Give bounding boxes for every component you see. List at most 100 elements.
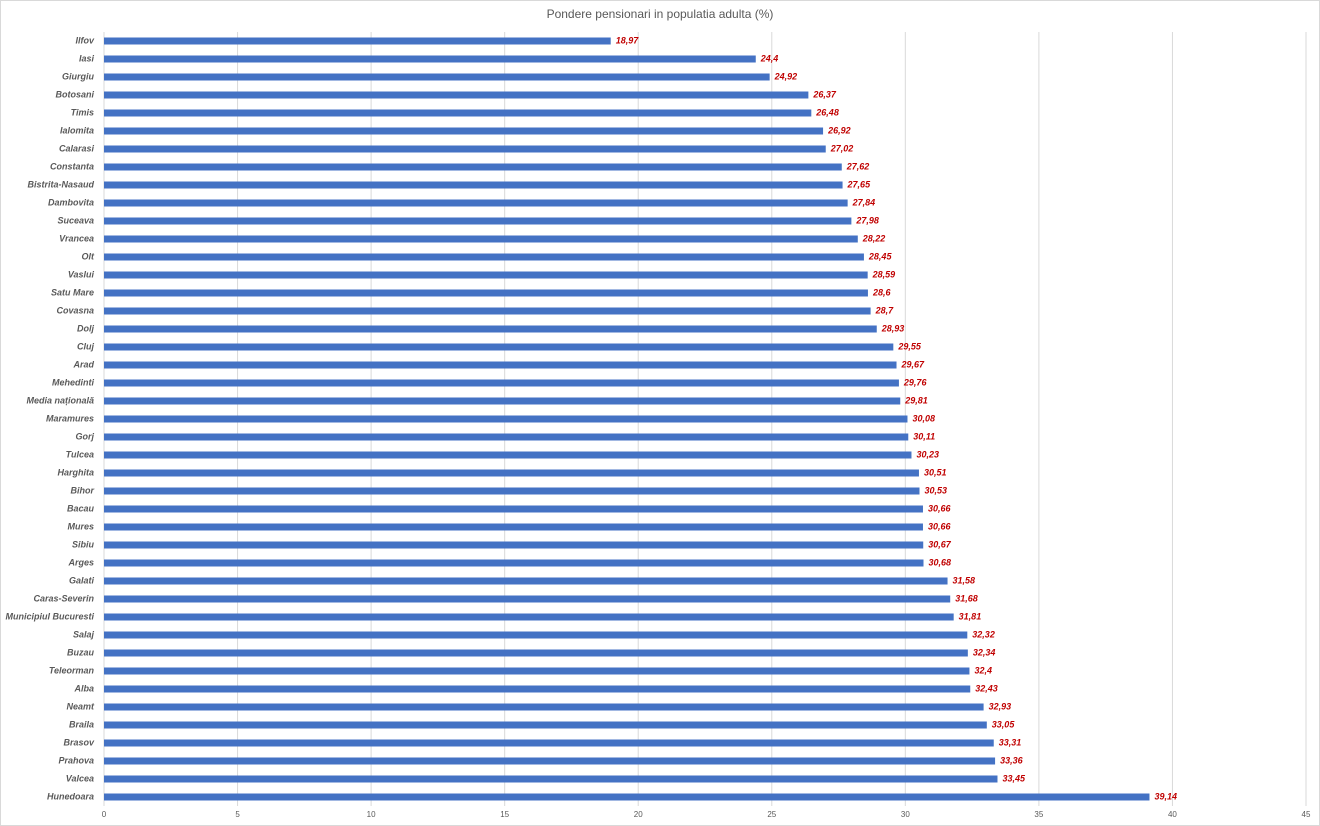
y-tick-label: Vaslui	[68, 269, 95, 279]
y-tick-label: Cluj	[77, 341, 94, 351]
data-label: 32,34	[973, 647, 996, 657]
data-label: 28,7	[875, 305, 895, 315]
data-label: 29,76	[903, 377, 928, 387]
bar	[104, 487, 920, 495]
bar	[104, 703, 984, 711]
bar	[104, 415, 908, 423]
data-label: 18,97	[616, 35, 640, 45]
y-tick-label: Prahova	[58, 755, 94, 765]
bar	[104, 145, 826, 153]
bar	[104, 667, 970, 675]
data-label: 28,93	[881, 323, 905, 333]
y-tick-label: Dambovita	[48, 197, 94, 207]
y-tick-label: Valcea	[66, 773, 94, 783]
y-tick-label: Bacau	[67, 503, 95, 513]
bar	[104, 325, 877, 333]
bar	[104, 613, 954, 621]
y-tick-label: Neamt	[66, 701, 95, 711]
y-tick-label: Teleorman	[49, 665, 95, 675]
data-label: 32,93	[989, 701, 1012, 711]
y-tick-label: Calarasi	[59, 143, 95, 153]
data-label: 30,11	[913, 431, 935, 441]
y-tick-label: Gorj	[75, 431, 94, 441]
y-tick-label: Timis	[71, 107, 94, 117]
data-label: 28,45	[868, 251, 893, 261]
bar	[104, 199, 848, 207]
bar	[104, 739, 994, 747]
data-label: 39,14	[1154, 791, 1177, 801]
bar	[104, 73, 770, 81]
y-tick-label: Bihor	[71, 485, 95, 495]
data-label: 26,48	[815, 107, 839, 117]
y-tick-label: Constanta	[50, 161, 94, 171]
bar	[104, 361, 897, 369]
data-label: 29,55	[897, 341, 922, 351]
y-tick-label: Municipiul Bucuresti	[5, 611, 94, 621]
y-tick-label: Botosani	[55, 89, 94, 99]
y-tick-label: Brasov	[63, 737, 95, 747]
x-tick-label: 30	[901, 810, 910, 819]
data-label: 30,53	[924, 485, 947, 495]
x-tick-label: 5	[235, 810, 240, 819]
chart-title: Pondere pensionari in populatia adulta (…	[547, 7, 774, 21]
bar	[104, 343, 894, 351]
y-tick-label: Covasna	[56, 305, 94, 315]
data-label: 33,05	[992, 719, 1016, 729]
y-tick-label: Harghita	[57, 467, 94, 477]
data-label: 33,36	[1000, 755, 1024, 765]
x-tick-label: 15	[500, 810, 509, 819]
bar	[104, 595, 951, 603]
y-tick-label: Sibiu	[72, 539, 95, 549]
data-label: 26,92	[827, 125, 851, 135]
data-label: 33,45	[1002, 773, 1026, 783]
bar	[104, 307, 871, 315]
x-tick-label: 20	[634, 810, 643, 819]
data-label: 24,4	[760, 53, 779, 63]
x-tick-label: 0	[102, 810, 107, 819]
bar	[104, 253, 864, 261]
bar	[104, 37, 611, 45]
data-label: 30,68	[928, 557, 951, 567]
x-tick-label: 10	[367, 810, 376, 819]
data-label: 30,66	[928, 521, 952, 531]
y-tick-label: Iasi	[79, 53, 95, 63]
y-tick-label: Media națională	[26, 395, 94, 405]
bar	[104, 577, 948, 585]
bar	[104, 55, 756, 63]
data-label: 32,43	[975, 683, 998, 693]
bar	[104, 451, 912, 459]
bar	[104, 631, 968, 639]
y-tick-label: Olt	[82, 251, 96, 261]
data-label: 31,68	[955, 593, 978, 603]
bar	[104, 469, 919, 477]
data-label: 30,51	[924, 467, 947, 477]
y-tick-label: Braila	[69, 719, 94, 729]
data-label: 24,92	[774, 71, 798, 81]
data-label: 26,37	[812, 89, 837, 99]
y-tick-label: Salaj	[73, 629, 95, 639]
data-label: 27,65	[847, 179, 872, 189]
x-tick-label: 40	[1168, 810, 1177, 819]
bar	[104, 235, 858, 243]
bar	[104, 163, 842, 171]
bar	[104, 181, 843, 189]
y-tick-label: Bistrita-Nasaud	[27, 179, 94, 189]
y-tick-label: Dolj	[77, 323, 94, 333]
y-tick-label: Buzau	[67, 647, 95, 657]
bar	[104, 793, 1150, 801]
bar	[104, 775, 998, 783]
bar	[104, 433, 909, 441]
y-tick-label: Mehedinti	[52, 377, 94, 387]
y-tick-label: Tulcea	[66, 449, 94, 459]
data-label: 30,08	[912, 413, 935, 423]
data-label: 28,6	[872, 287, 892, 297]
data-label: 30,66	[928, 503, 952, 513]
y-tick-label: Mures	[67, 521, 94, 531]
bar	[104, 91, 809, 99]
x-tick-label: 25	[767, 810, 776, 819]
data-label: 28,59	[872, 269, 896, 279]
bar	[104, 721, 987, 729]
data-label: 27,84	[852, 197, 876, 207]
